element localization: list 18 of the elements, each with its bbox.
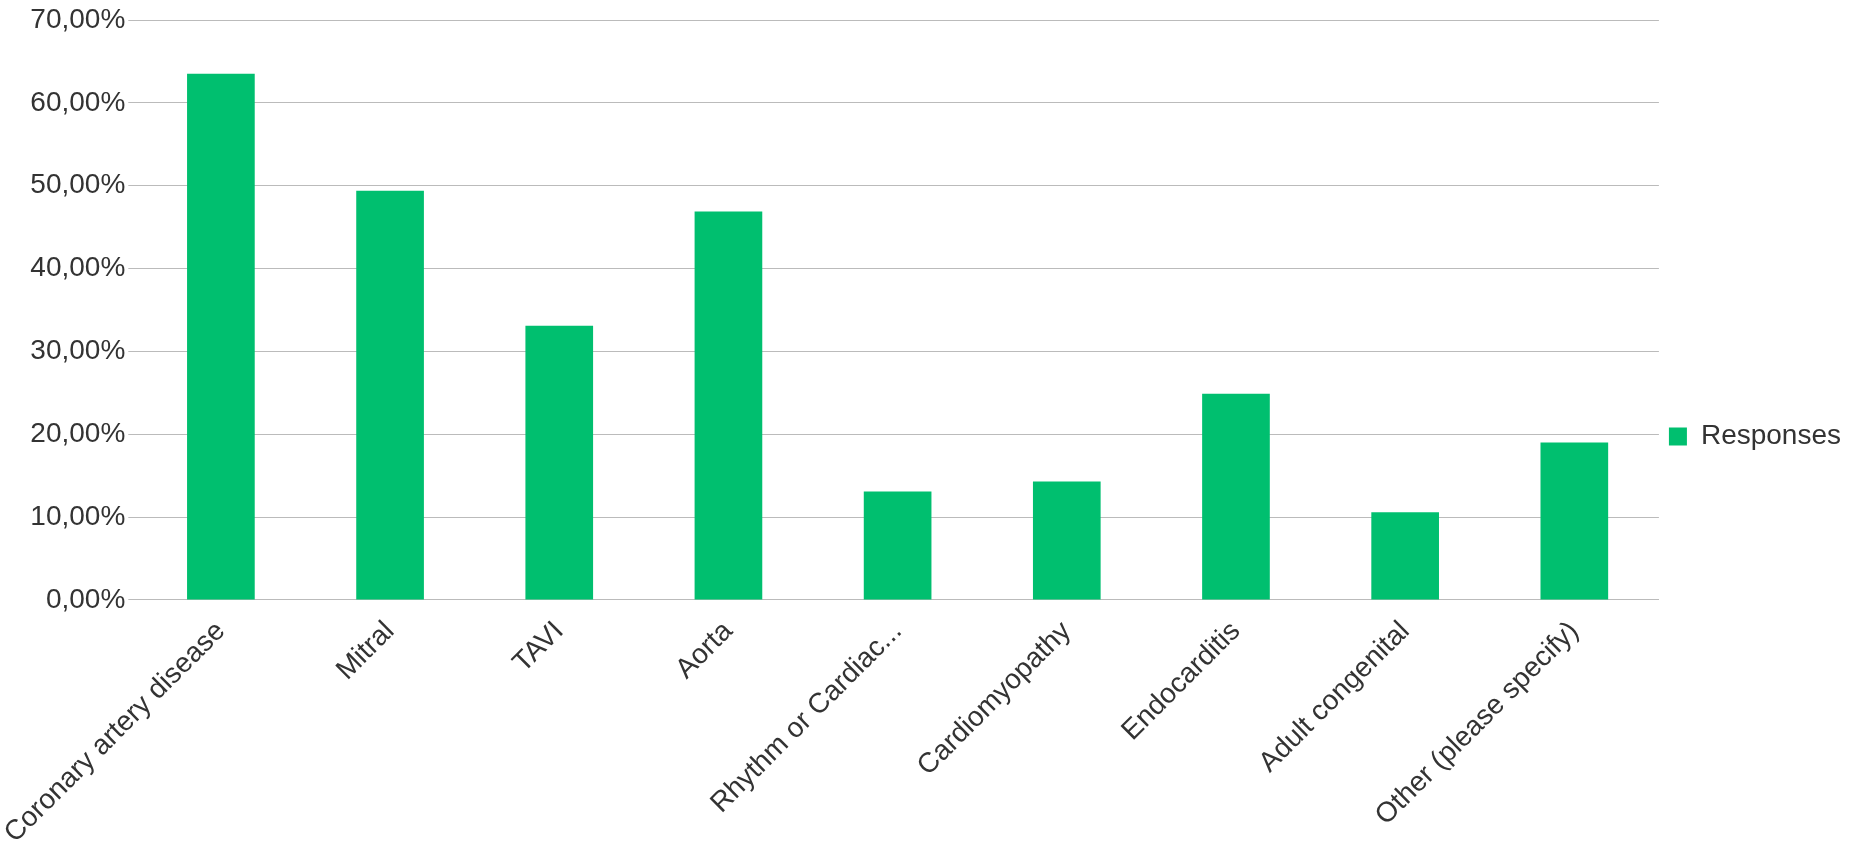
bar xyxy=(1032,481,1101,600)
y-tick-label: 20,00% xyxy=(30,416,126,448)
bar xyxy=(1202,393,1270,600)
bar xyxy=(356,190,424,600)
bar xyxy=(1371,512,1439,600)
y-tick-label: 10,00% xyxy=(30,499,126,531)
y-tick-label: 60,00% xyxy=(30,85,126,117)
y-tick-label: 70,00% xyxy=(30,2,126,34)
bar xyxy=(863,491,932,600)
bar xyxy=(1540,442,1609,600)
legend-label: Responses xyxy=(1700,419,1842,451)
y-tick-label: 40,00% xyxy=(30,251,126,283)
bar xyxy=(694,211,763,600)
y-tick-label: 50,00% xyxy=(30,168,126,200)
y-tick-label: 0,00% xyxy=(45,582,126,614)
bar xyxy=(187,73,255,600)
y-tick-label: 30,00% xyxy=(30,334,126,366)
bar xyxy=(525,325,594,600)
